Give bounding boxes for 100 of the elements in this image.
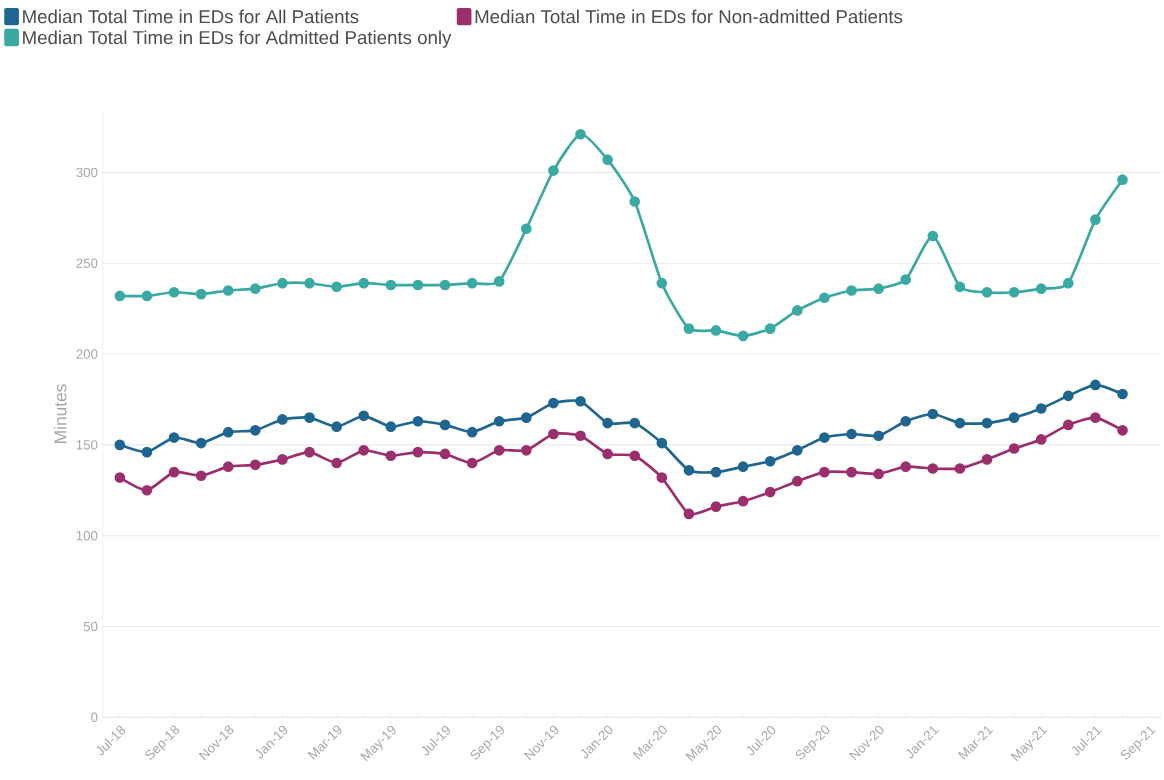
point: [629, 196, 641, 207]
point: [873, 283, 884, 294]
point: [277, 454, 288, 465]
point: [710, 466, 722, 478]
point: [466, 457, 478, 469]
point: [304, 446, 315, 458]
point: [412, 415, 424, 427]
point: [629, 417, 641, 429]
y-tick-label: 100: [76, 530, 98, 541]
point: [277, 277, 288, 289]
point: [819, 466, 830, 478]
y-axis-title: Minutes: [53, 384, 67, 443]
point: [683, 323, 695, 334]
point: [981, 286, 993, 298]
point: [195, 470, 207, 482]
point: [358, 410, 370, 422]
point: [1090, 214, 1101, 225]
y-tick-label: 200: [76, 349, 98, 359]
point: [520, 223, 532, 235]
point: [114, 472, 126, 483]
point: [168, 432, 180, 443]
point: [385, 421, 397, 433]
point: [764, 455, 776, 467]
y-tick-label: 250: [76, 258, 98, 268]
y-tick-label: 0: [91, 712, 98, 723]
point: [873, 468, 884, 480]
legend-label: Median Total Time in EDs for All Patients: [23, 9, 359, 24]
point: [141, 290, 153, 302]
point: [737, 461, 749, 472]
point: [656, 437, 668, 449]
point: [195, 288, 207, 300]
point: [954, 463, 966, 474]
point: [493, 415, 505, 427]
point: [1090, 379, 1101, 391]
point: [277, 414, 288, 425]
point: [520, 412, 532, 423]
point: [331, 457, 342, 469]
point: [710, 325, 722, 336]
point: [385, 279, 397, 291]
point: [466, 426, 478, 438]
point: [548, 397, 559, 409]
point: [222, 461, 234, 472]
point: [1117, 424, 1128, 436]
y-tick-label: 50: [83, 621, 98, 632]
point: [927, 408, 939, 420]
point: [141, 446, 153, 458]
point: [575, 395, 586, 407]
point: [222, 285, 234, 296]
point: [1035, 403, 1047, 414]
point: [331, 421, 342, 433]
point: [1008, 286, 1020, 298]
point: [846, 285, 857, 296]
point: [764, 323, 776, 334]
point: [249, 459, 261, 471]
point: [602, 417, 613, 429]
y-tick-label: 300: [76, 167, 98, 178]
point: [385, 450, 397, 462]
point: [222, 426, 234, 438]
point: [846, 466, 857, 478]
point: [412, 446, 424, 458]
point: [358, 277, 370, 289]
point: [168, 466, 180, 478]
point: [548, 165, 559, 176]
point: [358, 444, 370, 456]
point: [656, 472, 668, 483]
point: [981, 454, 993, 465]
point: [900, 415, 912, 427]
point: [439, 448, 451, 460]
point: [954, 417, 966, 429]
point: [1090, 412, 1101, 423]
point: [737, 495, 749, 507]
point: [602, 154, 613, 166]
point: [493, 276, 505, 287]
point: [249, 283, 261, 294]
point: [439, 279, 451, 291]
point: [466, 277, 478, 289]
point: [602, 448, 613, 460]
point: [819, 292, 830, 304]
point: [1035, 283, 1047, 294]
point: [927, 463, 939, 474]
point: [764, 486, 776, 498]
point: [1117, 174, 1128, 186]
point: [493, 444, 505, 456]
point: [846, 428, 857, 440]
point: [1008, 412, 1020, 423]
point: [873, 430, 884, 442]
point: [737, 330, 749, 342]
point: [656, 277, 668, 289]
point: [1117, 388, 1128, 400]
point: [141, 484, 153, 496]
point: [412, 279, 424, 291]
point: [1008, 443, 1020, 454]
point: [900, 274, 912, 285]
point: [575, 128, 586, 140]
point: [575, 430, 586, 442]
point: [683, 464, 695, 476]
point: [954, 281, 966, 293]
point: [304, 277, 315, 289]
point: [791, 475, 803, 487]
point: [304, 412, 315, 423]
